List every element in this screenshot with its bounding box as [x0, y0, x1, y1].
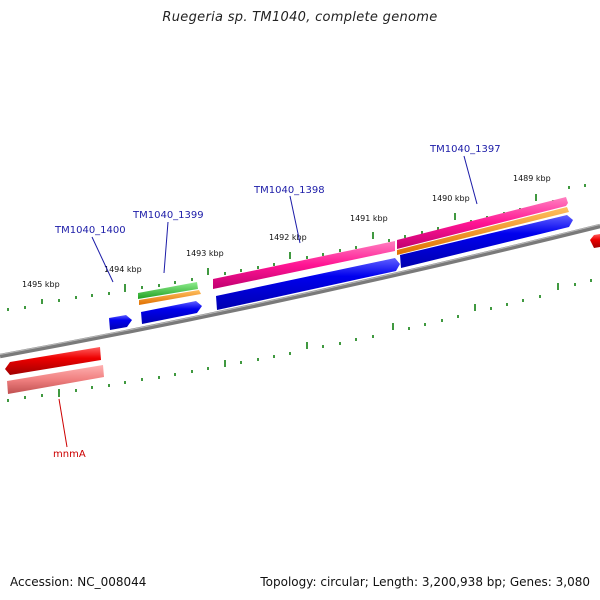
kbp-label: 1493 kbp: [186, 249, 224, 258]
cds-arrow-tm1040-1397[interactable]: [400, 215, 573, 268]
gene-bar-tm1040-1397[interactable]: [397, 197, 568, 249]
gene-arrow-mnma[interactable]: [5, 347, 101, 375]
kbp-label: 1489 kbp: [513, 174, 551, 183]
map-title: Ruegeria sp. TM1040, complete genome: [162, 10, 438, 25]
cds-arrow-tm1040-1399[interactable]: [141, 301, 202, 324]
rna-feature-bar-tm1040-1399[interactable]: [139, 290, 201, 305]
gene-bar-tm1040-1398[interactable]: [213, 241, 395, 289]
gene-label-tm1040-1399[interactable]: TM1040_1399: [132, 210, 204, 221]
upper-tick-ruler: [7, 184, 586, 311]
misc-feature-bar[interactable]: [397, 207, 569, 255]
cds-arrow-tm1040-1398[interactable]: [216, 258, 400, 310]
kbp-label: 1492 kbp: [269, 233, 307, 242]
kbp-label: 1494 kbp: [104, 265, 142, 274]
gene-label-tm1040-1397[interactable]: TM1040_1397: [429, 144, 501, 155]
lower-tick-ruler: [7, 279, 592, 402]
gene-label-mnma[interactable]: mnmA: [53, 449, 86, 460]
gene-label-tm1040-1398[interactable]: TM1040_1398: [253, 185, 325, 196]
genome-backbone: [0, 223, 600, 359]
gene-leader-line-mnma: [58, 398, 68, 448]
gene-leader-lines: [91, 155, 478, 283]
kbp-label: 1495 kbp: [22, 280, 60, 289]
gene-label-tm1040-1400[interactable]: TM1040_1400: [54, 225, 126, 236]
kbp-label: 1490 kbp: [432, 194, 470, 203]
cds-bar-mnma[interactable]: [7, 365, 104, 394]
cds-arrow-small[interactable]: [109, 315, 132, 330]
misc-feature-bar-green[interactable]: [138, 282, 198, 299]
topology-text: Topology: circular; Length: 3,200,938 bp…: [260, 575, 590, 589]
accession-text: Accession: NC_008044: [10, 575, 147, 589]
kbp-label: 1491 kbp: [350, 214, 388, 223]
gene-arrow-offscreen[interactable]: [590, 234, 600, 248]
